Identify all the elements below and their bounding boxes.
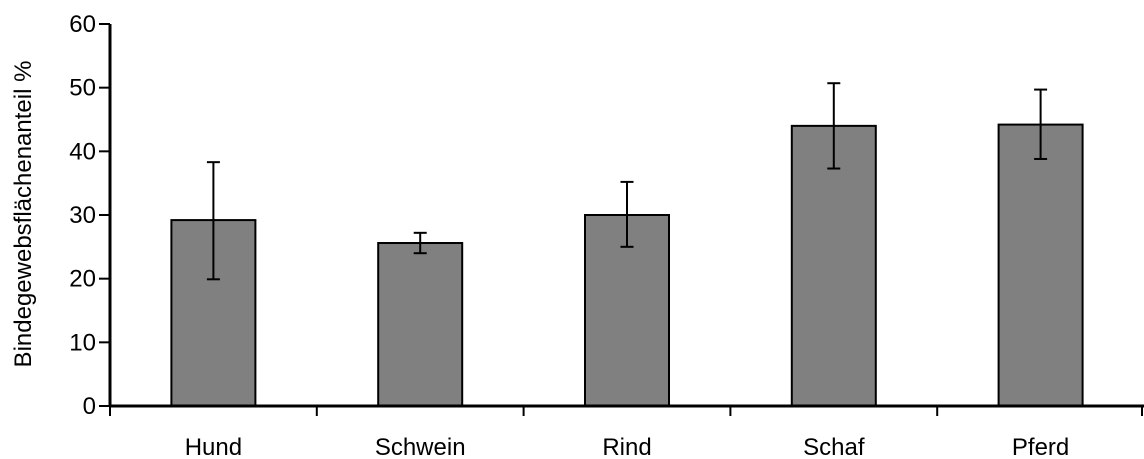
y-tick-label-20: 20 (69, 266, 96, 293)
x-tick-label-hund: Hund (185, 434, 242, 459)
x-tick-label-schwein: Schwein (375, 434, 466, 459)
x-tick-label-pferd: Pferd (1012, 434, 1069, 459)
y-tick-label-0: 0 (83, 393, 96, 420)
y-axis-label: Bindegewebsflächenanteil % (10, 61, 37, 368)
x-tick-label-schaf: Schaf (803, 434, 865, 459)
y-tick-label-40: 40 (69, 138, 96, 165)
bar-pferd (997, 123, 1084, 408)
y-tick-label-60: 60 (69, 11, 96, 38)
y-tick-label-10: 10 (69, 329, 96, 356)
y-tick-label-30: 30 (69, 202, 96, 229)
y-tick-label-50: 50 (69, 75, 96, 102)
x-tick-label-rind: Rind (602, 434, 651, 459)
plot-area: Hund Schwein Rind Schaf Pferd 0 10 20 30 40 50 60 (69, 11, 1144, 459)
bar-schwein (377, 242, 464, 407)
